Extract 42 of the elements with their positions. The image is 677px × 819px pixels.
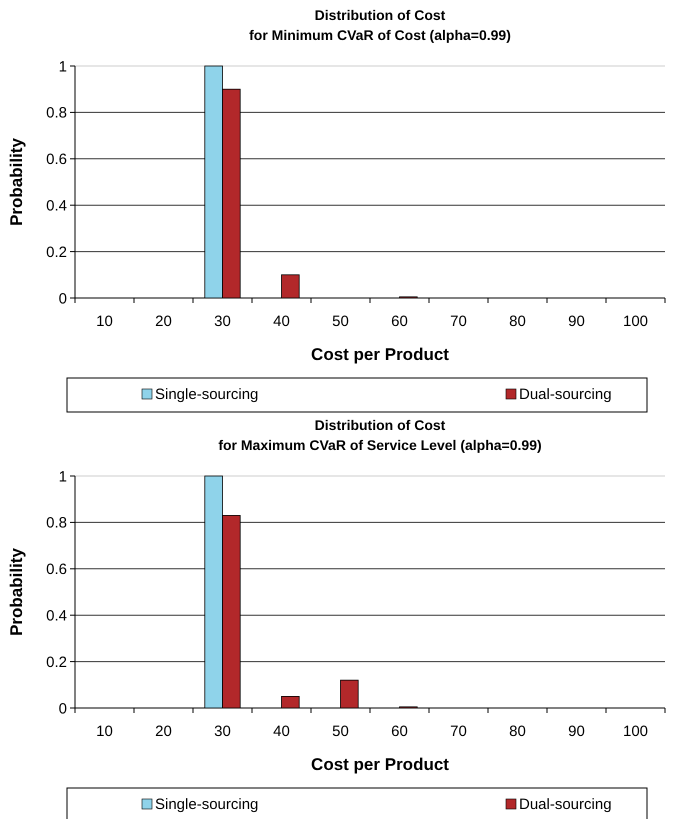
x-tick-label: 10 [96,313,113,330]
x-tick-label: 50 [332,723,349,740]
y-tick-label: 1 [58,58,67,76]
x-axis-title: Cost per Product [311,345,450,364]
x-tick-label: 50 [332,313,349,330]
x-tick-label: 30 [214,313,231,330]
x-tick-label: 100 [622,723,648,740]
x-tick-label: 90 [568,723,585,740]
x-tick-label: 30 [214,723,231,740]
y-tick-label: 0.2 [46,244,67,261]
x-tick-label: 20 [155,723,172,740]
legend-label: Dual-sourcing [519,796,612,813]
y-axis-title: Probability [7,548,26,636]
x-tick-label: 40 [273,723,290,740]
x-tick-label: 60 [391,723,408,740]
y-axis-title: Probability [7,138,26,226]
legend-label: Dual-sourcing [519,386,612,403]
x-tick-label: 60 [391,313,408,330]
x-tick-label: 100 [622,313,648,330]
x-tick-label: 10 [96,723,113,740]
y-tick-label: 0.6 [46,561,67,578]
legend-label: Single-sourcing [155,796,258,813]
y-tick-label: 0 [58,700,67,718]
x-tick-label: 70 [450,313,467,330]
y-tick-label: 0.4 [46,197,67,214]
y-tick-label: 0 [58,290,67,308]
x-axis-title: Cost per Product [311,755,450,774]
x-tick-label: 90 [568,313,585,330]
x-tick-label: 80 [509,313,526,330]
x-tick-label: 80 [509,723,526,740]
y-tick-label: 0.8 [46,514,67,532]
y-tick-label: 0.2 [46,654,67,671]
x-tick-label: 40 [273,313,290,330]
chart-title: Distribution of Cost for Maximum CVaR of Service Level (alpha=0.99) [218,417,542,453]
y-tick-label: 0.6 [46,151,67,168]
x-tick-label: 20 [155,313,172,330]
y-tick-label: 0.8 [46,104,67,122]
chart-title: Distribution of Cost for Minimum CVaR of Cost (alpha=0.99) [249,7,511,43]
y-tick-label: 1 [58,468,67,486]
x-tick-label: 70 [450,723,467,740]
y-tick-label: 0.4 [46,607,67,624]
legend-label: Single-sourcing [155,386,258,403]
